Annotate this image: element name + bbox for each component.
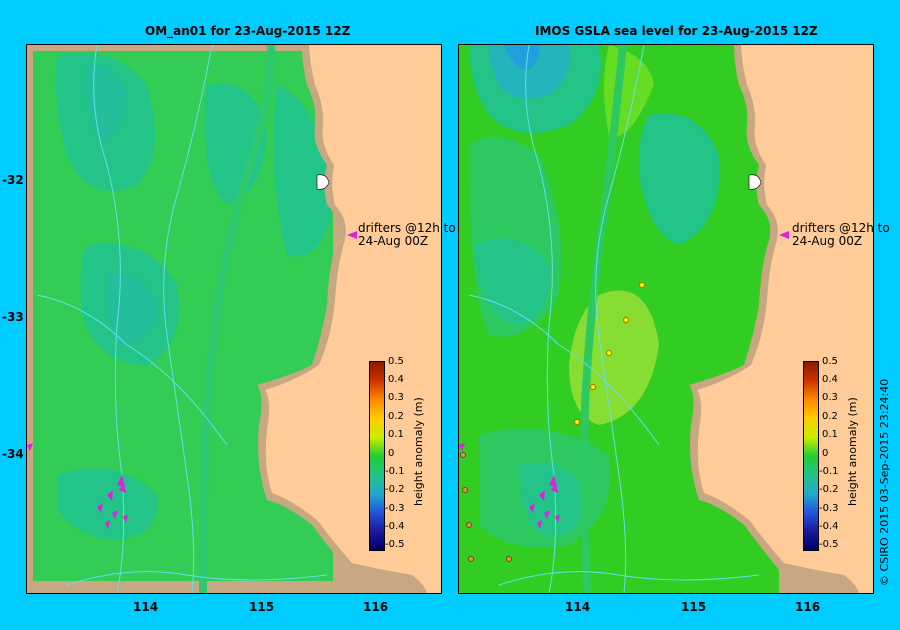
right-map — [458, 44, 874, 594]
right-lon-tick-115: 115 — [681, 600, 707, 614]
left-lon-tick-114: 114 — [133, 600, 159, 614]
left-cbar-tick: -0.5 — [385, 539, 405, 550]
left-panel-title: OM_an01 for 23-Aug-2015 12Z — [145, 24, 351, 38]
left-cbar-tick: 0.1 — [388, 429, 404, 440]
right-colorbar — [803, 361, 819, 551]
right-cbar-tick: 0.1 — [822, 429, 838, 440]
right-drifter-note-line2: 24-Aug 00Z — [792, 234, 863, 248]
left-cbar-tick: 0.2 — [388, 411, 404, 422]
right-map-svg — [459, 45, 873, 593]
right-cbar-tick: 0.5 — [822, 356, 838, 367]
left-colorbar — [369, 361, 385, 551]
left-map-svg — [27, 45, 441, 593]
right-cbar-tick: 0 — [822, 448, 829, 459]
left-map — [26, 44, 442, 594]
right-cbar-tick: -0.1 — [819, 466, 839, 477]
left-cbar-tick: -0.3 — [385, 503, 405, 514]
left-cbar-tick: -0.1 — [385, 466, 405, 477]
right-cbar-tick: -0.3 — [819, 503, 839, 514]
left-cbar-tick: 0.5 — [388, 356, 404, 367]
right-cbar-tick: -0.2 — [819, 484, 839, 495]
left-lon-tick-116: 116 — [363, 600, 389, 614]
right-cbar-tick: -0.5 — [819, 539, 839, 550]
right-panel-title: IMOS GSLA sea level for 23-Aug-2015 12Z — [535, 24, 818, 38]
left-cbar-tick: 0.4 — [388, 374, 404, 385]
right-drifter-note-line1: drifters @12h to — [792, 221, 890, 235]
left-drifter-note-line2: 24-Aug 00Z — [358, 234, 429, 248]
right-cbar-tick: 0.2 — [822, 411, 838, 422]
right-cbar-tick: -0.4 — [819, 521, 839, 532]
right-lon-tick-116: 116 — [795, 600, 821, 614]
left-cbar-tick: 0.3 — [388, 392, 404, 403]
lat-tick-34: -34 — [2, 447, 24, 461]
right-cbar-tick: 0.3 — [822, 392, 838, 403]
right-cbar-tick: 0.4 — [822, 374, 838, 385]
lat-tick-32: -32 — [2, 173, 24, 187]
left-cbar-tick: -0.2 — [385, 484, 405, 495]
right-lon-tick-114: 114 — [565, 600, 591, 614]
left-lon-tick-115: 115 — [249, 600, 275, 614]
left-cbar-tick: -0.4 — [385, 521, 405, 532]
right-colorbar-label: height anomaly (m) — [846, 397, 859, 506]
credit-text: © CSIRO 2015 03-Sep-2015 23:24:40 — [878, 378, 891, 586]
left-drifter-note-line1: drifters @12h to — [358, 221, 456, 235]
left-cbar-tick: 0 — [388, 448, 395, 459]
lat-tick-33: -33 — [2, 310, 24, 324]
right-drifter-note: drifters @12h to 24-Aug 00Z — [792, 222, 890, 248]
left-colorbar-label: height anomaly (m) — [412, 397, 425, 506]
left-drifter-note: drifters @12h to 24-Aug 00Z — [358, 222, 456, 248]
